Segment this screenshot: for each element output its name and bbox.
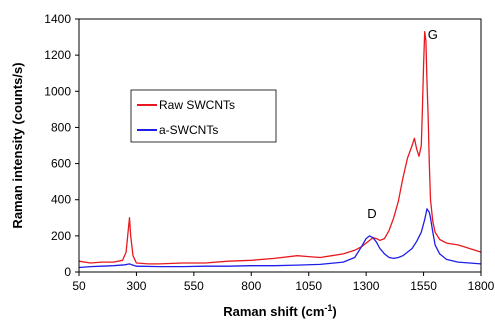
legend-box bbox=[130, 89, 277, 143]
x-axis-title: Raman shift (cm-1) bbox=[223, 303, 337, 319]
x-axis-title-suffix: ) bbox=[332, 304, 336, 319]
legend: Raw SWCNTs a-SWCNTs bbox=[130, 89, 277, 143]
y-tick-label: 1400 bbox=[44, 12, 71, 26]
y-tick-label: 800 bbox=[51, 120, 71, 134]
series-layer bbox=[78, 31, 482, 269]
series-line-raw-swcnts bbox=[78, 31, 482, 265]
y-tick-label: 600 bbox=[51, 157, 71, 171]
x-tick-label: 1800 bbox=[468, 279, 495, 293]
y-tick-label: 400 bbox=[51, 193, 71, 207]
y-tick-label: 200 bbox=[51, 229, 71, 243]
y-tick-label: 0 bbox=[64, 265, 71, 279]
legend-label-a-swcnts: a-SWCNTs bbox=[159, 123, 218, 137]
annotation-d-band: D bbox=[367, 206, 376, 221]
x-axis-title-superscript: -1 bbox=[324, 303, 332, 313]
y-tick-label: 1000 bbox=[44, 84, 71, 98]
x-tick-label: 50 bbox=[72, 279, 86, 293]
x-axis-title-main: Raman shift (cm bbox=[223, 304, 324, 319]
legend-label-raw-swcnts: Raw SWCNTs bbox=[159, 98, 235, 112]
ticks: 50 300 550 800 1050 1300 1550 1800 0 200 400 600 800… bbox=[44, 12, 494, 293]
series-line-a-swcnts bbox=[78, 208, 482, 269]
y-axis-title: Raman intensity (counts/s) bbox=[10, 62, 25, 228]
x-tick-label: 800 bbox=[241, 279, 261, 293]
plot-frame bbox=[78, 18, 482, 273]
annotation-g-band: G bbox=[428, 27, 438, 42]
x-tick-label: 1550 bbox=[410, 279, 437, 293]
x-tick-label: 1050 bbox=[295, 279, 322, 293]
y-tick-label: 1200 bbox=[44, 48, 71, 62]
x-tick-label: 550 bbox=[184, 279, 204, 293]
x-tick-label: 300 bbox=[126, 279, 146, 293]
axes bbox=[78, 18, 482, 273]
x-tick-label: 1300 bbox=[353, 279, 380, 293]
